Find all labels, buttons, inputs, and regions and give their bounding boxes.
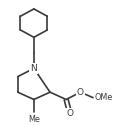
- Text: O: O: [76, 88, 83, 97]
- Text: OMe: OMe: [94, 93, 112, 102]
- Text: Me: Me: [28, 115, 39, 124]
- Text: N: N: [30, 64, 37, 73]
- Text: O: O: [66, 109, 73, 118]
